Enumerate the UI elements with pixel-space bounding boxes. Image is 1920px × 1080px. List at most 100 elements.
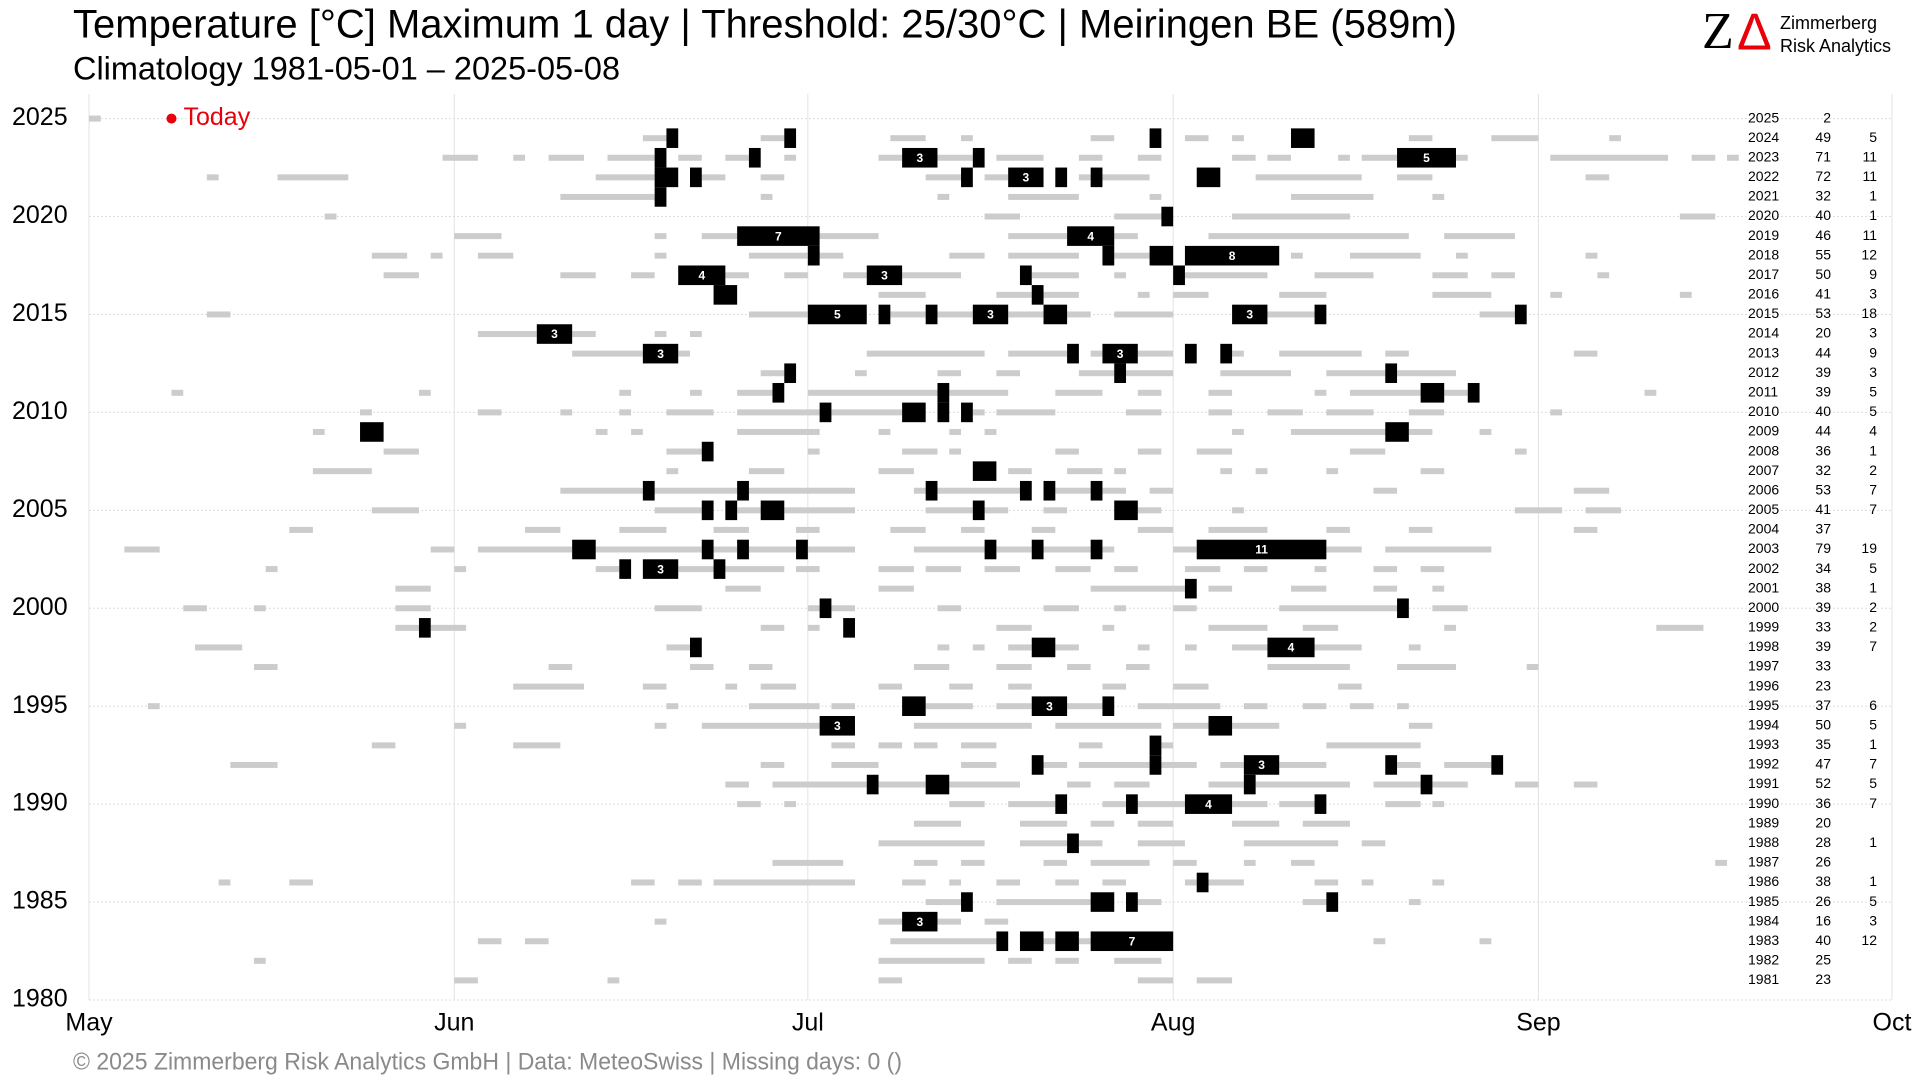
hot-spell: [678, 265, 726, 286]
warm-spell: [1102, 879, 1127, 886]
table-count-25: 32: [1815, 462, 1831, 478]
warm-spell: [1326, 370, 1386, 377]
warm-spell: [748, 311, 808, 318]
warm-spell: [1008, 252, 1079, 259]
table-count-30: 11: [1862, 148, 1877, 164]
warm-spell: [1184, 272, 1268, 279]
warm-spell: [1291, 859, 1315, 866]
hot-spell: [1043, 304, 1068, 325]
hot-spell: [1267, 637, 1315, 658]
warm-spell: [807, 546, 855, 553]
table-year: 1981: [1748, 971, 1779, 987]
warm-spell: [1031, 272, 1079, 279]
logo-text: Zimmerberg: [1780, 13, 1877, 33]
table-year: 2009: [1748, 423, 1779, 439]
logo-text: Risk Analytics: [1780, 36, 1891, 56]
warm-spell: [1408, 722, 1433, 729]
hot-spell: [642, 480, 655, 501]
warm-spell: [1090, 585, 1185, 592]
warm-spell: [1243, 840, 1339, 847]
spell-label: 3: [551, 327, 558, 341]
warm-spell: [654, 605, 702, 612]
warm-spell: [1609, 135, 1621, 142]
table-count-30: 1: [1869, 188, 1877, 204]
warm-spell: [654, 507, 702, 514]
hot-spell: [1232, 304, 1268, 325]
warm-spell: [1679, 291, 1692, 298]
warm-spell: [831, 409, 903, 416]
table-count-25: 39: [1815, 599, 1831, 615]
warm-spell: [1173, 859, 1197, 866]
warm-spell: [949, 389, 1009, 396]
hot-spell: [725, 500, 738, 521]
warm-spell: [1114, 468, 1127, 475]
warm-spell: [1691, 154, 1716, 161]
table-year: 2025: [1748, 109, 1779, 125]
warm-spell: [1349, 389, 1421, 396]
warm-spell: [913, 487, 926, 494]
table-year: 1995: [1748, 697, 1779, 713]
warm-spell: [1420, 468, 1445, 475]
warm-spell: [1126, 370, 1174, 377]
hot-spell: [1184, 245, 1280, 266]
warm-spell: [1243, 703, 1268, 710]
warm-spell: [1102, 546, 1115, 553]
hot-spell: [972, 461, 997, 481]
warm-spell: [1078, 761, 1150, 768]
warm-spell: [1043, 938, 1056, 945]
warm-spell: [1291, 585, 1327, 592]
warm-spell: [124, 546, 160, 553]
y-tick-label: 1990: [12, 789, 68, 817]
warm-spell: [1008, 350, 1068, 357]
hot-spell: [1031, 637, 1056, 658]
table-count-30: 7: [1869, 756, 1877, 772]
warm-spell: [843, 272, 867, 279]
warm-spell: [1267, 409, 1303, 416]
warm-spell: [725, 585, 761, 592]
warm-spell: [890, 938, 997, 945]
warm-spell: [996, 370, 1020, 377]
warm-spell: [1432, 193, 1445, 200]
hot-spell: [572, 539, 596, 560]
warm-spell: [949, 448, 962, 455]
warm-spell: [748, 664, 773, 671]
hot-spell: [1126, 892, 1138, 912]
warm-spell: [1326, 742, 1421, 749]
warm-spell: [418, 389, 431, 396]
hot-spell: [1031, 755, 1044, 775]
hot-spell: [984, 539, 997, 560]
hot-spell: [1067, 833, 1079, 854]
warm-spell: [1114, 781, 1150, 788]
warm-spell: [654, 331, 667, 338]
warm-spell: [760, 193, 773, 200]
table-year: 1991: [1748, 775, 1779, 791]
warm-spell: [1102, 624, 1115, 631]
table-year: 2018: [1748, 246, 1779, 262]
warm-spell: [1126, 664, 1150, 671]
table-count-30: 5: [1869, 775, 1877, 791]
hot-spell: [1243, 774, 1256, 795]
warm-spell: [925, 703, 973, 710]
hot-spell: [996, 931, 1009, 952]
warm-spell: [1326, 526, 1350, 533]
warm-spell: [195, 644, 243, 651]
hot-spell: [654, 187, 667, 207]
warm-spell: [1491, 272, 1515, 279]
table-count-25: 53: [1815, 481, 1831, 497]
spell-label: 3: [1246, 308, 1253, 322]
hot-spell: [1314, 304, 1327, 325]
warm-spell: [607, 154, 655, 161]
hot-spell: [701, 441, 714, 462]
hot-spell: [784, 128, 797, 148]
table-count-30: 19: [1861, 540, 1877, 556]
warm-spell: [1550, 409, 1563, 416]
warm-spell: [1055, 389, 1103, 396]
hot-spell: [1514, 304, 1527, 325]
warm-spell: [666, 409, 714, 416]
y-tick-label: 1980: [12, 985, 68, 1013]
warm-spell: [949, 801, 985, 808]
warm-spell: [1008, 644, 1032, 651]
warm-spell: [619, 389, 632, 396]
warm-spell: [996, 879, 1020, 886]
table-year: 1987: [1748, 854, 1779, 870]
